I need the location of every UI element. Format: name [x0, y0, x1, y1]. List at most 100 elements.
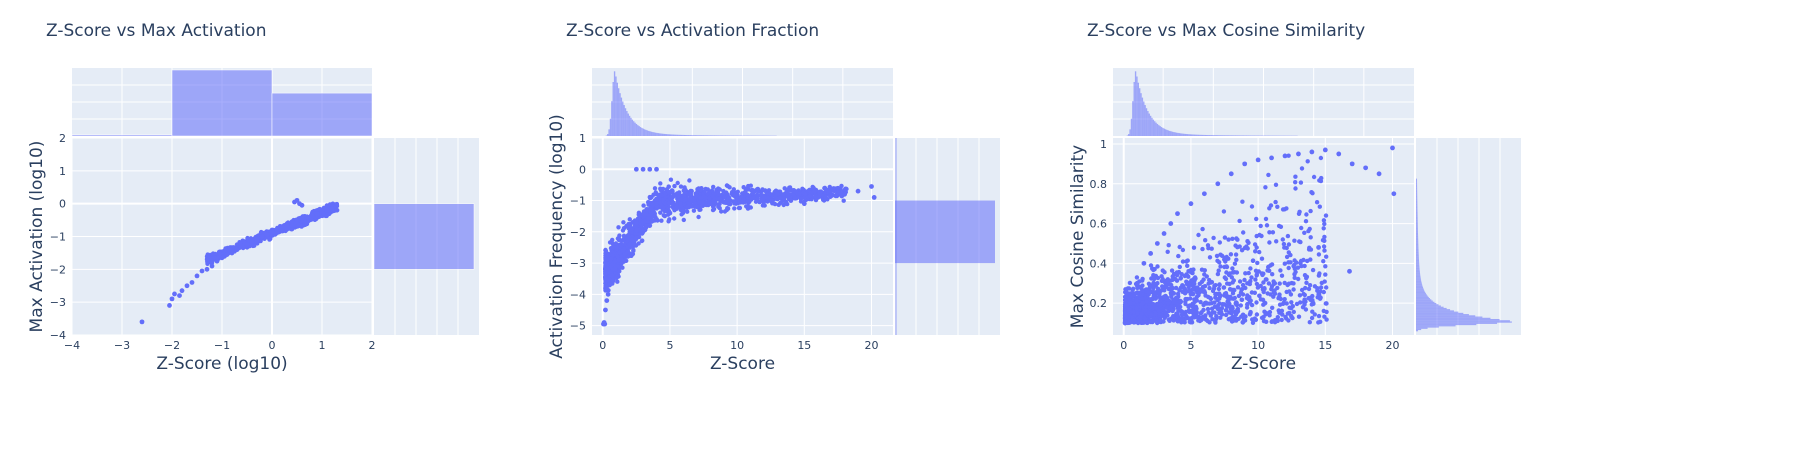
- x-histogram-bar: [1239, 135, 1240, 136]
- data-point: [310, 213, 315, 218]
- x-histogram-bar: [1131, 119, 1132, 136]
- y-histogram-bar: [1416, 305, 1441, 306]
- y-histogram-bar: [1416, 288, 1424, 289]
- x-histogram-bar: [1246, 135, 1247, 136]
- data-point: [1135, 281, 1140, 286]
- x-histogram-bar: [1132, 101, 1133, 136]
- x-histogram-bar: [649, 131, 650, 136]
- data-point: [325, 208, 330, 213]
- y-tick-label: −3: [50, 296, 66, 309]
- x-histogram-bar: [629, 116, 630, 136]
- y-tick-label: −4: [570, 288, 586, 301]
- x-histogram-bar: [1240, 135, 1241, 136]
- chart-title: Z-Score vs Max Cosine Similarity: [1087, 21, 1365, 41]
- x-histogram-bar: [704, 135, 705, 136]
- y-histogram-bar: [1416, 190, 1417, 191]
- y-histogram-bar: [1416, 261, 1419, 262]
- x-histogram-bar: [1184, 134, 1185, 136]
- x-tick-label: 1: [319, 339, 326, 352]
- x-histogram-bar: [684, 135, 685, 136]
- x-tick-label: −1: [214, 339, 230, 352]
- y-tick-label: −1: [50, 231, 66, 244]
- x-histogram-bar: [645, 130, 646, 136]
- y-histogram-bar: [1416, 180, 1417, 181]
- x-histogram-bar: [670, 134, 671, 136]
- y-histogram-bar: [1416, 200, 1417, 201]
- y-histogram-bar: [1416, 330, 1418, 331]
- y-histogram-bar: [1416, 324, 1476, 325]
- data-point: [235, 247, 240, 252]
- x-histogram-bar: [655, 133, 656, 136]
- x-tick-label: 15: [797, 339, 811, 352]
- data-point: [1296, 152, 1301, 157]
- data-point: [260, 234, 265, 239]
- x-histogram-bar: [675, 135, 676, 136]
- x-histogram-bar: [640, 127, 641, 136]
- y-histogram-bar: [1416, 197, 1417, 198]
- x-tick-label: 5: [1187, 339, 1194, 352]
- data-point: [320, 209, 325, 214]
- y-histogram-bar: [1416, 193, 1417, 194]
- x-histogram-bar: [1232, 135, 1233, 136]
- x-histogram-bar: [1224, 135, 1225, 136]
- data-point: [869, 184, 874, 189]
- y-histogram-bar: [1416, 223, 1418, 224]
- chart-title: Z-Score vs Max Activation: [46, 21, 266, 41]
- x-histogram-bar: [1134, 82, 1135, 136]
- y-histogram-bar: [1416, 254, 1419, 255]
- data-point: [815, 195, 820, 200]
- data-point: [842, 192, 847, 197]
- y-histogram-bar: [1416, 237, 1418, 238]
- y-histogram-bar: [1416, 259, 1419, 260]
- data-point: [225, 252, 230, 257]
- x-histogram-bar: [1210, 135, 1211, 136]
- y-histogram-bar: [1416, 292, 1425, 293]
- data-point: [1215, 181, 1220, 186]
- x-histogram-bar: [1203, 135, 1204, 136]
- x-histogram-bar: [715, 135, 716, 136]
- y-histogram-bar: [1416, 270, 1420, 271]
- data-point: [205, 267, 210, 272]
- x-histogram-bar: [1153, 120, 1154, 136]
- x-histogram-bar: [1135, 71, 1136, 136]
- x-histogram-bar: [618, 88, 619, 136]
- x-histogram-bar: [1166, 130, 1167, 136]
- y-histogram-bar: [1416, 320, 1510, 321]
- y-tick-label: 0.2: [1090, 297, 1108, 310]
- data-point: [1155, 241, 1160, 246]
- data-point: [140, 319, 145, 324]
- x-histogram-bar: [1225, 135, 1226, 136]
- y-histogram-bar: [1416, 244, 1418, 245]
- data-point: [856, 189, 861, 194]
- data-point: [647, 167, 652, 172]
- data-point: [1283, 154, 1288, 159]
- y-histogram-bar: [1416, 253, 1419, 254]
- data-point: [230, 251, 235, 256]
- data-point: [172, 292, 177, 297]
- y-histogram-bar: [1416, 273, 1420, 274]
- x-histogram-bar: [1169, 131, 1170, 136]
- y-histogram-bar: [1416, 238, 1418, 239]
- data-point: [295, 218, 300, 223]
- x-tick-label: 15: [1318, 339, 1332, 352]
- y-histogram-bar: [1416, 218, 1418, 219]
- data-point: [681, 208, 686, 213]
- x-histogram-bar: [621, 98, 622, 136]
- data-point: [829, 193, 834, 198]
- y-histogram-bar: [1416, 312, 1458, 313]
- data-point: [1242, 161, 1247, 166]
- y-tick-label: −1: [570, 195, 586, 208]
- data-point: [612, 267, 617, 272]
- y-histogram-bar: [1416, 282, 1422, 283]
- y-histogram-bar: [1416, 251, 1419, 252]
- x-histogram-bar: [662, 134, 663, 136]
- y-histogram-bar: [1416, 229, 1418, 230]
- x-histogram-bar: [656, 133, 657, 136]
- x-histogram-bar: [1154, 121, 1155, 136]
- y-histogram-bar: [1416, 266, 1419, 267]
- x-histogram-bar: [608, 129, 609, 136]
- x-histogram-bar: [1142, 98, 1143, 136]
- x-tick-label: 20: [1386, 339, 1400, 352]
